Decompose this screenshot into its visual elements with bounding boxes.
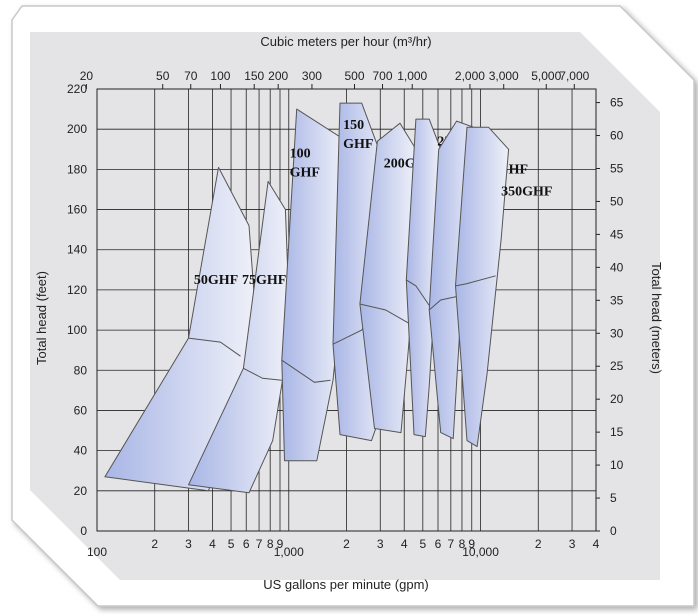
x-tick-label: 7 [256, 537, 263, 551]
pump-regions: 50GHF75GHF100GHF150GHF200GHF250GHF300GHF… [104, 102, 552, 494]
x2-tick-label: 1,000 [397, 69, 427, 83]
x-tick-label: 7 [447, 537, 454, 551]
x2-tick-label: 200 [268, 69, 288, 83]
x-tick-label: 8 [459, 537, 466, 551]
y-tick-label: 0 [80, 524, 87, 538]
y2-tick-label: 5 [610, 491, 617, 505]
series-label-75ghf: 75GHF [242, 273, 286, 288]
x2-tick-label: 100 [210, 69, 230, 83]
x2-tick-label: 70 [184, 69, 198, 83]
x-tick-label: 3 [569, 537, 576, 551]
y-tick-label: 160 [67, 203, 87, 217]
y-tick-label: 60 [74, 403, 88, 417]
x2-tick-label: 150 [244, 69, 264, 83]
right-axis-title: Total head (meters) [649, 262, 664, 374]
plot-area: 50GHF75GHF100GHF150GHF200GHF250GHF300GHF… [67, 69, 624, 559]
x2-tick-label: 2,000 [455, 69, 485, 83]
region-divider-250ghf [406, 279, 435, 313]
y2-tick-label: 10 [610, 458, 624, 472]
x-tick-label: 3 [377, 537, 384, 551]
y2-tick-label: 45 [610, 227, 624, 241]
region-divider-200ghf [359, 303, 411, 325]
series-label-150-ghf: 150 [343, 118, 364, 133]
x-tick-label: 4 [593, 537, 600, 551]
x2-tick-label: 20 [80, 69, 94, 83]
y-tick-label: 220 [67, 82, 87, 96]
x-tick-label: 4 [209, 537, 216, 551]
x-tick-label: 10,000 [462, 545, 499, 559]
x-tick-label: 8 [267, 537, 274, 551]
y2-tick-label: 65 [610, 96, 624, 110]
y-tick-label: 200 [67, 122, 87, 136]
y-tick-label: 100 [67, 323, 87, 337]
region-divider-300ghf [428, 295, 460, 311]
series-label-100-ghf: 100 [290, 146, 311, 161]
y-tick-label: 180 [67, 162, 87, 176]
top-axis-title: Cubic meters per hour (m³/hr) [260, 34, 431, 49]
x-tick-label: 4 [401, 537, 408, 551]
y2-tick-label: 55 [610, 161, 624, 175]
y2-tick-label: 15 [610, 425, 624, 439]
y2-tick-label: 30 [610, 326, 624, 340]
x-tick-label: 5 [419, 537, 426, 551]
y2-tick-label: 35 [610, 293, 624, 307]
x-tick-label: 2 [535, 537, 542, 551]
y2-tick-label: 25 [610, 359, 624, 373]
y2-tick-label: 40 [610, 260, 624, 274]
x2-tick-label: 3,000 [489, 69, 519, 83]
y-tick-label: 120 [67, 283, 87, 297]
region-divider-350ghf [455, 275, 496, 287]
y-tick-label: 80 [74, 363, 88, 377]
x-tick-label: 9 [468, 537, 475, 551]
x2-tick-label: 5,000 [531, 69, 561, 83]
region-divider-50ghf [188, 337, 241, 357]
x2-tick-label: 7,000 [559, 69, 589, 83]
x-tick-label: 2 [343, 537, 350, 551]
x2-tick-label: 500 [344, 69, 364, 83]
x-tick-label: 6 [243, 537, 250, 551]
bottom-axis-title: US gallons per minute (gpm) [263, 577, 428, 592]
series-label-350ghf: 350GHF [501, 184, 552, 199]
region-divider-75ghf [243, 367, 282, 381]
region-350ghf: 350GHF [455, 126, 552, 448]
y-tick-label: 140 [67, 243, 87, 257]
x-tick-label: 1,000 [274, 545, 304, 559]
region-shape-350ghf [455, 126, 510, 448]
x2-tick-label: 300 [302, 69, 322, 83]
y-tick-label: 20 [74, 484, 88, 498]
y2-tick-label: 20 [610, 392, 624, 406]
series-label-50ghf: 50GHF [194, 273, 238, 288]
y2-tick-label: 50 [610, 194, 624, 208]
axes: 0204060801001201401601802002200510152025… [67, 69, 624, 559]
x-tick-label: 100 [87, 545, 107, 559]
x2-tick-label: 700 [373, 69, 393, 83]
x-tick-label: 9 [277, 537, 284, 551]
series-label-150-ghf: GHF [343, 137, 373, 152]
y2-tick-label: 0 [610, 524, 617, 538]
x-tick-label: 5 [228, 537, 235, 551]
series-label-100-ghf: GHF [290, 165, 320, 180]
x-tick-label: 6 [435, 537, 442, 551]
left-axis-title: Total head (feet) [34, 271, 49, 365]
plot-border [96, 88, 597, 532]
x-tick-label: 3 [185, 537, 192, 551]
x2-tick-label: 50 [156, 69, 170, 83]
y-tick-label: 40 [74, 444, 88, 458]
region-divider-100-ghf [281, 359, 331, 383]
x-tick-label: 2 [151, 537, 158, 551]
y2-tick-label: 60 [610, 129, 624, 143]
